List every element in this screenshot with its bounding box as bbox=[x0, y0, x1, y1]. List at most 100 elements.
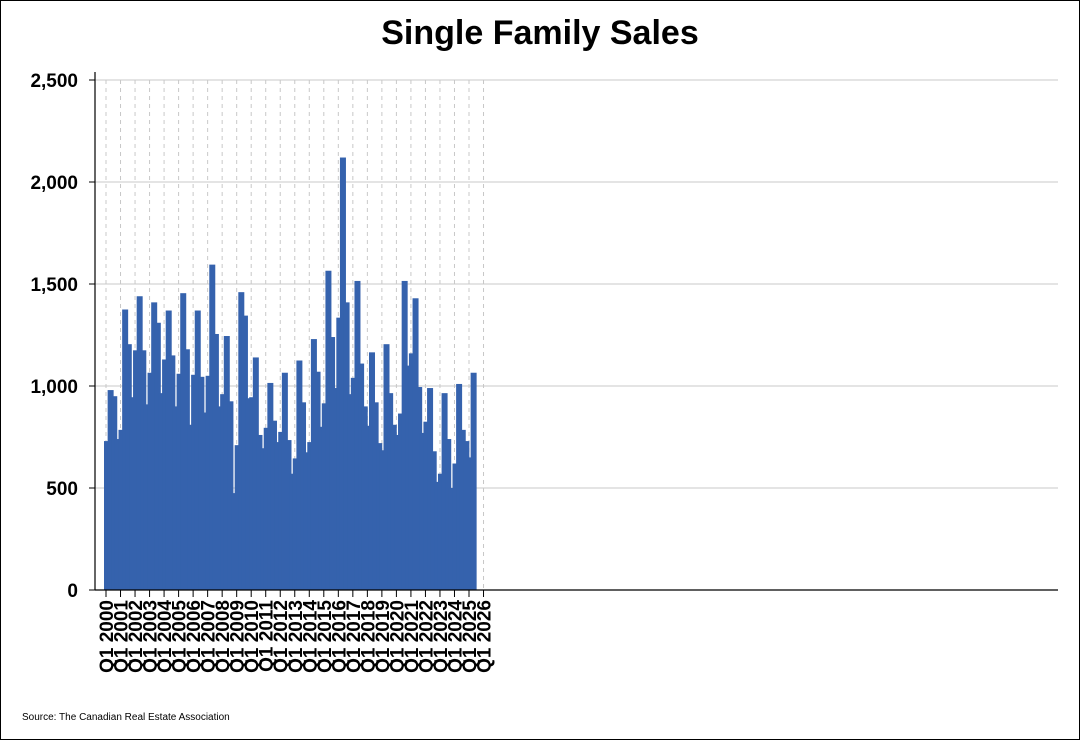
bar bbox=[289, 473, 296, 590]
bar bbox=[140, 350, 147, 590]
x-tick-label: Q1 2017 bbox=[344, 600, 365, 673]
x-tick-label: Q1 2008 bbox=[213, 600, 234, 673]
bar bbox=[270, 420, 277, 590]
x-tick-label: Q1 2018 bbox=[358, 600, 379, 673]
x-tick-label: Q1 2009 bbox=[228, 600, 249, 673]
bar-series bbox=[104, 157, 477, 590]
bar bbox=[133, 350, 140, 590]
bar bbox=[463, 441, 470, 590]
bar bbox=[310, 339, 317, 590]
bar bbox=[368, 352, 375, 590]
bar bbox=[292, 458, 299, 590]
x-tick-label: Q1 2005 bbox=[170, 600, 191, 673]
bar bbox=[252, 357, 259, 590]
bar bbox=[332, 388, 339, 590]
bar bbox=[198, 376, 205, 590]
bar bbox=[223, 336, 230, 590]
bar bbox=[285, 440, 292, 590]
bar bbox=[408, 353, 415, 590]
x-tick-label: Q1 2022 bbox=[416, 600, 437, 673]
bar bbox=[176, 373, 183, 590]
x-tick-label: Q1 2006 bbox=[184, 600, 205, 673]
bar bbox=[300, 402, 307, 590]
x-tick-label: Q1 2019 bbox=[373, 600, 394, 673]
bar bbox=[329, 337, 336, 590]
bar bbox=[104, 441, 110, 590]
bar bbox=[263, 427, 270, 590]
bar bbox=[169, 355, 176, 590]
bar bbox=[245, 398, 252, 590]
bar bbox=[434, 481, 441, 590]
bar bbox=[241, 315, 248, 590]
bar bbox=[234, 445, 241, 590]
bar bbox=[339, 157, 346, 590]
x-tick-label: Q1 2013 bbox=[286, 600, 307, 673]
bar bbox=[147, 372, 154, 590]
axes bbox=[89, 72, 1058, 597]
bar bbox=[129, 397, 136, 590]
bar bbox=[347, 394, 354, 590]
bar bbox=[448, 488, 455, 590]
x-tick-label: Q1 2004 bbox=[155, 600, 176, 673]
bar bbox=[401, 280, 408, 590]
x-tick-label: Q1 2025 bbox=[460, 600, 481, 673]
bar bbox=[394, 434, 401, 590]
y-tick-label: 2,000 bbox=[30, 173, 78, 194]
bar bbox=[162, 359, 169, 590]
y-tick-label: 1,000 bbox=[30, 377, 78, 398]
bar bbox=[260, 448, 267, 590]
bar bbox=[398, 413, 405, 590]
x-tick-label: Q1 2001 bbox=[112, 600, 133, 673]
bar bbox=[318, 426, 325, 590]
bar bbox=[296, 360, 303, 590]
x-tick-label: Q1 2020 bbox=[387, 600, 408, 673]
bar bbox=[249, 397, 256, 590]
bar bbox=[387, 393, 394, 590]
y-tick-label: 1,500 bbox=[30, 275, 78, 296]
bar bbox=[470, 372, 477, 590]
x-tick-label: Q1 2023 bbox=[431, 600, 452, 673]
bar bbox=[412, 298, 419, 590]
chart-title: Single Family Sales bbox=[381, 14, 699, 52]
bar bbox=[187, 424, 194, 590]
bar bbox=[281, 372, 288, 590]
bar bbox=[441, 393, 448, 590]
bar bbox=[336, 317, 343, 590]
bar bbox=[437, 473, 444, 590]
x-tick-label: Q1 2011 bbox=[257, 600, 278, 672]
bar bbox=[423, 421, 430, 590]
bar bbox=[350, 377, 357, 590]
bar bbox=[256, 434, 263, 590]
bar bbox=[125, 344, 132, 590]
x-tick-label: Q1 2015 bbox=[315, 600, 336, 673]
bar bbox=[118, 429, 125, 590]
x-tick-label: Q1 2026 bbox=[475, 600, 496, 673]
bar bbox=[151, 302, 158, 590]
bar bbox=[376, 443, 383, 590]
bar bbox=[212, 333, 219, 590]
bar bbox=[165, 310, 172, 590]
bar bbox=[361, 406, 368, 590]
x-tick-label: Q1 2000 bbox=[97, 600, 118, 673]
bar bbox=[343, 302, 350, 590]
x-tick-label: Q1 2010 bbox=[242, 600, 263, 673]
bar bbox=[372, 402, 379, 590]
bar bbox=[303, 452, 310, 590]
bar bbox=[183, 349, 190, 590]
y-tick-label: 0 bbox=[67, 581, 78, 602]
x-tick-label: Q1 2024 bbox=[445, 600, 466, 673]
bar bbox=[107, 390, 114, 590]
bar bbox=[216, 406, 223, 590]
bar bbox=[379, 450, 386, 590]
bar bbox=[445, 439, 452, 590]
bar bbox=[307, 442, 314, 590]
bar bbox=[158, 393, 165, 590]
bar bbox=[209, 264, 216, 590]
x-tick-label: Q1 2007 bbox=[199, 600, 220, 673]
bar bbox=[358, 363, 365, 590]
x-tick-label: Q1 2014 bbox=[300, 600, 321, 673]
bar bbox=[416, 387, 423, 590]
bar bbox=[427, 388, 434, 590]
